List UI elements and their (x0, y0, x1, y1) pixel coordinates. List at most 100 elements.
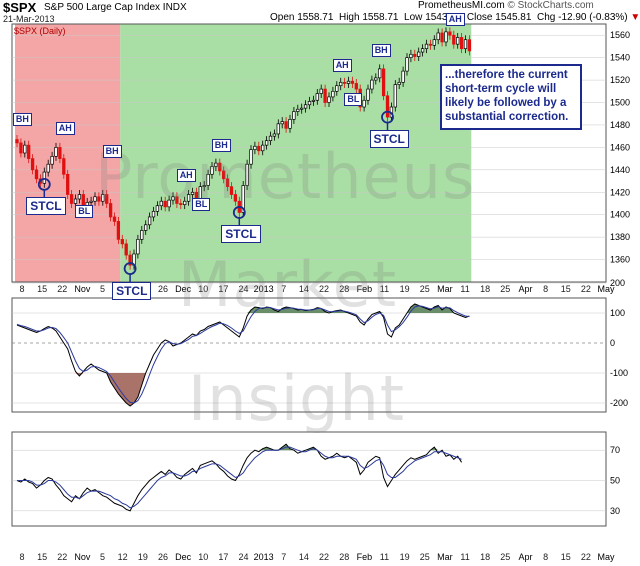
cycle-tag-ah: AH (332, 59, 352, 73)
candle-body (101, 194, 105, 202)
x-tick-label-top: 22 (319, 284, 329, 294)
candle-body (105, 194, 109, 204)
candle-body (186, 194, 191, 202)
candle-body (116, 221, 121, 240)
x-tick-label-bottom: 14 (299, 552, 309, 562)
cycle-tag-ah: AH (445, 13, 465, 27)
candle-body (58, 147, 62, 159)
candle-body (268, 135, 273, 142)
candle-body (288, 118, 292, 129)
price-tick-label: 1440 (610, 165, 630, 175)
osc-series-signal-1 (16, 305, 470, 404)
candle-body (190, 191, 195, 195)
candle-body (73, 198, 78, 204)
cycle-tag-bh: BH (211, 139, 231, 152)
candle-body (144, 224, 148, 231)
osc-frame-2 (11, 431, 607, 527)
candle-body (225, 178, 230, 188)
candle-body (300, 107, 304, 110)
x-tick-label-bottom: Mar (437, 552, 453, 562)
candle-body (261, 144, 265, 152)
candle-body (397, 81, 401, 85)
annotation-text: ...therefore the current short-term cycl… (445, 69, 569, 123)
x-tick-label-bottom: 5 (100, 552, 105, 562)
candle-body (222, 170, 226, 180)
candle-body (167, 199, 171, 208)
close-label: Close (466, 12, 493, 23)
x-tick-label-top: 5 (100, 284, 105, 294)
x-tick-label-top: 19 (400, 284, 410, 294)
candle-body (444, 31, 448, 43)
watermark-line-2: Market (178, 248, 398, 321)
candle-body (66, 173, 70, 195)
price-panel-frame (11, 23, 607, 283)
candle-body (89, 200, 93, 203)
candle-body (210, 166, 214, 175)
candle-body (155, 205, 160, 212)
x-tick-label-bottom: Feb (357, 552, 373, 562)
chg-label: Chg (536, 12, 556, 23)
stcl-label: STCL (369, 130, 409, 149)
price-tick-label: 1520 (610, 75, 630, 85)
candle-body (151, 210, 156, 218)
x-tick-label-top: 22 (581, 284, 591, 294)
x-tick-label-top: 2013 (254, 284, 274, 294)
candle-body (405, 57, 409, 72)
x-tick-label-bottom: 17 (218, 552, 228, 562)
copyright-text: © StockCharts.com (507, 0, 594, 11)
x-tick-label-bottom: 2013 (254, 552, 274, 562)
candle-body (284, 121, 288, 129)
exchange-text: INDX (162, 2, 187, 13)
osc-frame-1 (11, 297, 607, 413)
candle-body (385, 95, 390, 118)
candle-body (42, 171, 46, 184)
candle-body (120, 239, 124, 245)
candle-body (233, 194, 238, 202)
osc-tick-label-2: 30 (610, 506, 620, 516)
x-tick-label-top: Nov (74, 284, 91, 294)
low-label: Low (404, 12, 423, 23)
candle-body (179, 203, 183, 205)
x-tick-label-top: 8 (19, 284, 24, 294)
candle-body (346, 80, 351, 84)
osc-fill-1-0 (17, 304, 470, 313)
candle-body (276, 123, 280, 135)
candle-body (342, 81, 347, 84)
candle-body (362, 99, 366, 108)
candle-body (339, 81, 343, 87)
x-tick-label-bottom: 22 (57, 552, 67, 562)
cycle-tag-bh: BH (12, 113, 32, 127)
candle-body (241, 185, 245, 213)
low-value: 1543.55 (425, 12, 462, 23)
ohlc-readout: Open 1558.71 High 1558.71 Low 1543.55 Cl… (270, 12, 640, 23)
index-name: S&P 500 Large Cap Index INDX (44, 2, 187, 13)
source-label: PrometheusMI.com © StockCharts.com (418, 0, 594, 11)
candle-body (202, 185, 206, 188)
x-tick-label-top: 22 (57, 284, 67, 294)
candle-body (19, 142, 23, 154)
down-arrow-icon: ▼ (630, 12, 640, 23)
x-tick-label-top: 25 (420, 284, 430, 294)
osc-tick-label-2: 70 (610, 445, 620, 455)
candle-body (175, 196, 179, 204)
cycle-tag-bl: BL (192, 198, 211, 212)
x-tick-label-bottom: 26 (158, 552, 168, 562)
candle-body (393, 84, 397, 108)
open-label: Open (270, 12, 295, 23)
region-1 (120, 24, 472, 282)
candle-body (245, 163, 249, 186)
chart-date: 21-Mar-2013 (3, 14, 55, 24)
ticker-symbol: $SPX (3, 0, 37, 15)
x-tick-label-bottom: Dec (175, 552, 192, 562)
price-tick-label: 1480 (610, 120, 630, 130)
candle-body (140, 230, 144, 240)
x-tick-label-top: 15 (37, 284, 47, 294)
annotation-box (440, 64, 582, 130)
candle-body (257, 145, 261, 152)
candle-body (249, 149, 253, 165)
x-tick-label-top: Apr (518, 284, 532, 294)
candle-body (27, 144, 31, 159)
candle-body (452, 34, 456, 45)
candle-body (456, 37, 460, 45)
candle-body (303, 104, 308, 109)
